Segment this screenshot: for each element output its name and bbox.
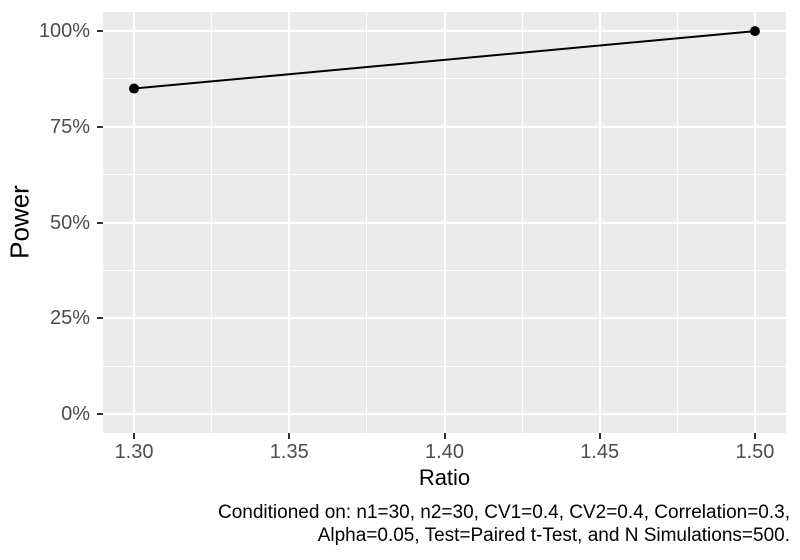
y-tick-label: 50% xyxy=(49,211,90,234)
y-tick-mark xyxy=(97,30,103,33)
caption-line-1: Conditioned on: n1=30, n2=30, CV1=0.4, C… xyxy=(218,502,790,523)
x-tick-label: 1.40 xyxy=(425,441,464,463)
x-axis-title: Ratio xyxy=(418,465,471,490)
data-point xyxy=(129,83,140,94)
major-gridline-y xyxy=(103,412,786,415)
plot-caption: Conditioned on: n1=30, n2=30, CV1=0.4, C… xyxy=(218,501,790,547)
y-tick-mark xyxy=(97,317,103,320)
y-tick-mark xyxy=(97,125,103,128)
y-tick-label: 100% xyxy=(38,20,90,43)
x-tick-mark xyxy=(753,433,756,439)
x-tick-label: 1.45 xyxy=(580,441,620,463)
series-layer xyxy=(129,26,760,94)
x-tick-label: 1.50 xyxy=(735,441,775,463)
y-tick-mark xyxy=(97,412,103,415)
y-tick-label: 0% xyxy=(61,402,90,425)
major-gridline-y xyxy=(103,125,786,128)
y-tick-label: 25% xyxy=(49,307,90,330)
x-tick-label: 1.35 xyxy=(269,441,309,463)
major-gridline-y xyxy=(103,30,786,33)
x-tick-mark xyxy=(133,433,136,439)
data-point xyxy=(749,26,760,37)
caption-line-2: Alpha=0.05, Test=Paired t-Test, and N Si… xyxy=(317,525,790,546)
major-gridline-y xyxy=(103,221,786,224)
y-tick-label: 75% xyxy=(49,115,90,138)
y-tick-mark xyxy=(97,221,103,224)
series-line xyxy=(133,30,756,90)
x-tick-mark xyxy=(443,433,446,439)
x-tick-mark xyxy=(598,433,601,439)
plot-panel xyxy=(103,12,786,433)
x-tick-label: 1.30 xyxy=(114,441,154,463)
major-gridline-y xyxy=(103,317,786,320)
x-tick-mark xyxy=(288,433,291,439)
